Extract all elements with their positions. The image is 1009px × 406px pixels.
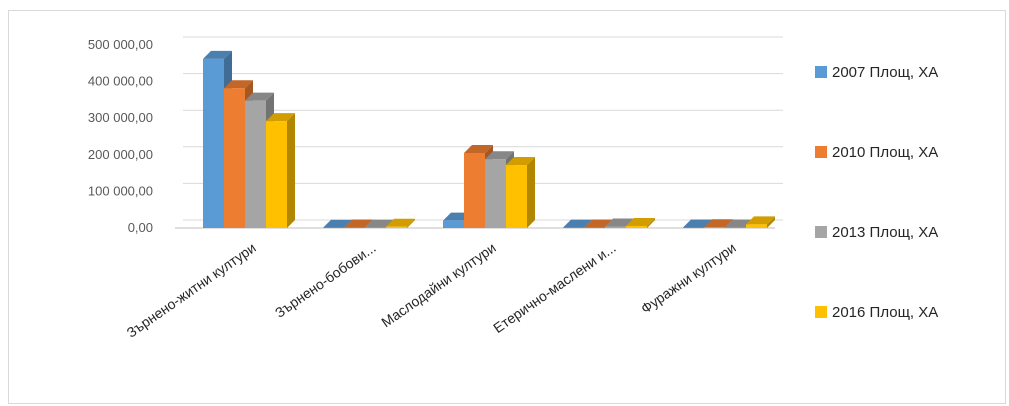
y-tick-label: 300 000,00 [88,110,153,125]
legend-item: 2013 Площ, ХА [815,224,938,241]
chart-frame: 0,00 100 000,00 200 000,00 300 000,00 400 00… [8,10,1006,404]
x-tick-label: Етерично-маслени и... [490,239,619,336]
legend-label: 2013 Площ, ХА [832,224,938,241]
bar-chart: 0,00 100 000,00 200 000,00 300 000,00 400 00… [9,11,1007,405]
y-tick-label: 500 000,00 [88,37,153,52]
legend-item: 2010 Площ, ХА [815,144,938,161]
x-tick-label: Маслодайни култури [378,239,498,330]
x-tick-label: Фуражни култури [638,239,739,316]
legend-item: 2016 Площ, ХА [815,304,938,321]
legend-swatch [815,66,827,78]
legend-label: 2016 Площ, ХА [832,304,938,321]
x-tick-label: Зърнено-житни култури [123,239,258,340]
x-tick-label: Зърнено-бобови... [272,239,379,320]
legend-swatch [815,306,827,318]
bars [203,51,775,228]
bar [266,113,295,228]
bar [746,216,775,228]
y-tick-label: 400 000,00 [88,74,153,89]
y-tick-label: 200 000,00 [88,147,153,162]
bar [506,157,535,228]
legend-swatch [815,226,827,238]
y-tick-label: 0,00 [128,220,153,235]
legend-label: 2007 Площ, ХА [832,64,938,81]
y-tick-label: 100 000,00 [88,183,153,198]
legend: 2007 Площ, ХА 2010 Площ, ХА 2013 Площ, ХА 2… [815,64,938,321]
y-axis-ticks: 0,00 100 000,00 200 000,00 300 000,00 400 00… [88,37,153,235]
legend-swatch [815,146,827,158]
x-axis-ticks: Зърнено-житни култури Зърнено-бобови... Ма… [123,239,738,340]
legend-label: 2010 Площ, ХА [832,144,938,161]
legend-item: 2007 Площ, ХА [815,64,938,81]
